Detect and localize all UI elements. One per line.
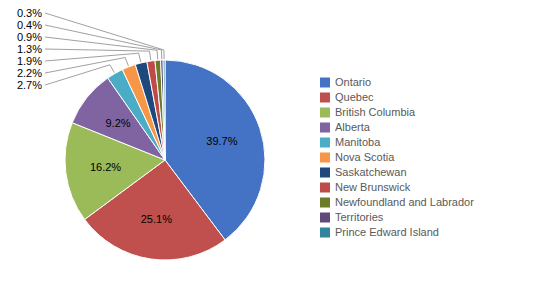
data-label: 1.9%	[17, 55, 42, 67]
legend-swatch	[320, 213, 330, 223]
legend-item: New Brunswick	[320, 181, 411, 193]
legend-label: Quebec	[335, 91, 374, 103]
leader-line	[45, 53, 141, 62]
legend-label: Prince Edward Island	[335, 226, 439, 238]
pie: 39.7%25.1%16.2%9.2%2.7%2.2%1.9%1.3%0.9%0…	[17, 7, 265, 260]
data-label: 0.3%	[17, 7, 42, 19]
chart: 39.7%25.1%16.2%9.2%2.7%2.2%1.9%1.3%0.9%0…	[0, 0, 554, 299]
leader-line	[45, 49, 151, 60]
legend-item: Quebec	[320, 91, 374, 103]
legend-item: Nova Scotia	[320, 151, 395, 163]
data-label: 25.1%	[141, 213, 172, 225]
legend-swatch	[320, 198, 330, 208]
legend-label: Manitoba	[335, 136, 381, 148]
data-label: 1.3%	[17, 43, 42, 55]
legend-label: British Columbia	[335, 106, 416, 118]
slice	[155, 60, 165, 160]
legend-label: Territories	[335, 211, 384, 223]
slice	[147, 61, 165, 160]
data-label: 0.4%	[17, 19, 42, 31]
legend-swatch	[320, 138, 330, 148]
slices	[65, 60, 265, 260]
legend-swatch	[320, 168, 330, 178]
legend-label: Ontario	[335, 76, 371, 88]
legend-swatch	[320, 228, 330, 238]
legend-swatch	[320, 183, 330, 193]
legend-item: Alberta	[320, 121, 371, 133]
data-labels: 39.7%25.1%16.2%9.2%2.7%2.2%1.9%1.3%0.9%0…	[17, 7, 238, 225]
legend: Ontario Quebec British Columbia Alberta Mani…	[320, 76, 474, 238]
legend-swatch	[320, 78, 330, 88]
data-label: 0.9%	[17, 31, 42, 43]
legend-item: Manitoba	[320, 136, 381, 148]
slice	[163, 60, 165, 160]
data-label: 2.2%	[17, 67, 42, 79]
legend-item: British Columbia	[320, 106, 416, 118]
leader-line	[45, 65, 114, 85]
legend-swatch	[320, 153, 330, 163]
leader-line	[45, 13, 164, 59]
legend-item: Saskatchewan	[320, 166, 407, 178]
legend-swatch	[320, 123, 330, 133]
legend-item: Newfoundland and Labrador	[320, 196, 474, 208]
slice	[161, 60, 165, 160]
legend-label: Nova Scotia	[335, 151, 395, 163]
data-label: 2.7%	[17, 79, 42, 91]
data-label: 16.2%	[90, 161, 121, 173]
legend-swatch	[320, 93, 330, 103]
legend-item: Territories	[320, 211, 384, 223]
legend-label: Saskatchewan	[335, 166, 407, 178]
data-label: 39.7%	[206, 135, 237, 147]
legend-label: New Brunswick	[335, 181, 411, 193]
leader-line	[45, 37, 158, 59]
legend-item: Ontario	[320, 76, 371, 88]
data-label: 9.2%	[105, 117, 130, 129]
leader-line	[45, 25, 162, 59]
legend-item: Prince Edward Island	[320, 226, 439, 238]
legend-label: Newfoundland and Labrador	[335, 196, 474, 208]
legend-swatch	[320, 108, 330, 118]
legend-label: Alberta	[335, 121, 371, 133]
